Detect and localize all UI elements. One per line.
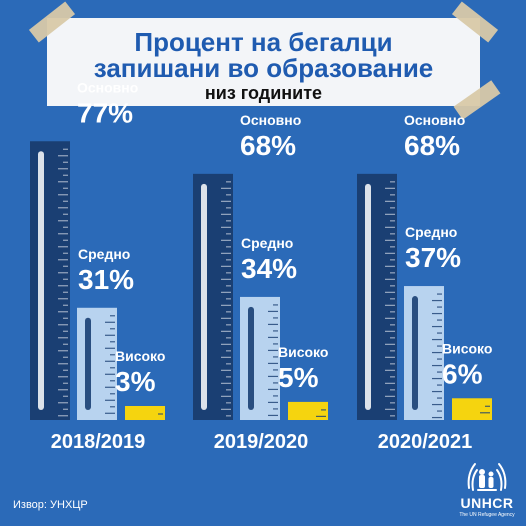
- value-label: 5%: [278, 362, 319, 393]
- logo-name: UNHCR: [460, 495, 514, 511]
- bar-stem: [85, 317, 91, 410]
- value-label: 77%: [77, 97, 133, 128]
- bar-Високо-2020/2021: [452, 398, 492, 420]
- bar-Основно-2018/2019: [30, 141, 70, 420]
- bar-Високо-2018/2019: [125, 406, 165, 420]
- bar-Средно-2019/2020: [240, 296, 280, 420]
- category-label: 2020/2021: [378, 431, 473, 453]
- series-label-Средно: Средно: [405, 224, 457, 240]
- title-line-1: Процент на бегалци: [134, 27, 393, 57]
- bar-stem: [365, 183, 371, 410]
- title-card: Процент на бегалци запишани во образован…: [28, 1, 501, 120]
- series-label-Основно: Основно: [404, 112, 465, 128]
- series-label-Средно: Средно: [78, 246, 130, 262]
- value-label: 68%: [240, 130, 296, 161]
- value-label: 6%: [442, 358, 483, 389]
- category-label: 2019/2020: [214, 431, 309, 453]
- subtitle: низ годините: [204, 83, 323, 103]
- series-label-Средно: Средно: [241, 235, 293, 251]
- unhcr-logo: UNHCR The UN Refugee Agency: [455, 458, 519, 520]
- logo-tagline: The UN Refugee Agency: [459, 512, 515, 518]
- unhcr-emblem-icon: [467, 463, 507, 491]
- value-label: 3%: [115, 366, 156, 397]
- value-label: 34%: [241, 253, 297, 284]
- bar-stem: [38, 151, 44, 410]
- series-label-Високо: Високо: [115, 348, 165, 364]
- value-label: 31%: [78, 264, 134, 295]
- bar-Средно-2018/2019: [77, 307, 117, 420]
- bar-Високо-2019/2020: [288, 401, 328, 420]
- bar-stem: [248, 306, 254, 410]
- series-label-Основно: Основно: [240, 112, 301, 128]
- value-label: 68%: [404, 130, 460, 161]
- value-label: 37%: [405, 242, 461, 273]
- title-line-2: запишани во образование: [93, 53, 434, 83]
- series-label-Високо: Високо: [278, 344, 328, 360]
- bar-stem: [412, 296, 418, 410]
- series-label-Основно: Основно: [77, 79, 138, 95]
- category-label: 2018/2019: [51, 431, 146, 453]
- series-label-Високо: Високо: [442, 340, 492, 356]
- source-note: Извор: УНХЦР: [13, 499, 88, 511]
- bar-stem: [201, 183, 207, 410]
